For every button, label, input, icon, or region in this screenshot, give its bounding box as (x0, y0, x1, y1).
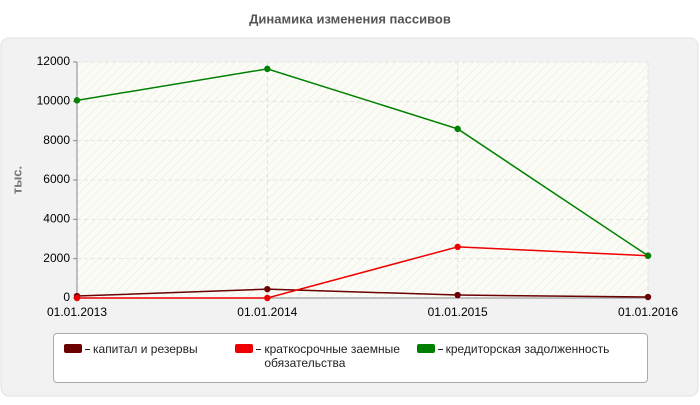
x-tick-label: 01.01.2014 (237, 305, 297, 319)
series-line (76, 288, 649, 298)
series-line (76, 68, 649, 257)
y-tick-label: 6000 (43, 172, 70, 186)
plot-area (77, 62, 648, 298)
point (264, 65, 271, 73)
point (454, 243, 461, 251)
chart-title: Динамика изменения пассивов (249, 11, 451, 26)
point (454, 291, 461, 299)
y-tick-label: 12000 (37, 54, 71, 68)
y-axis-label: тыс. (9, 166, 24, 194)
point (73, 97, 81, 104)
legend: капитал и резервы краткосрочные заемные о… (53, 333, 648, 383)
point (454, 125, 461, 133)
legend-label: краткосрочные заемные обязательства (264, 342, 400, 370)
point (644, 252, 652, 259)
y-tick-label: 10000 (37, 94, 71, 108)
legend-swatch (235, 344, 254, 353)
point (264, 285, 271, 293)
legend-item: кредиторская задолженность (416, 342, 633, 382)
y-tick-label: 2000 (43, 251, 70, 265)
series-line (77, 246, 649, 299)
legend-item: капитал и резервы (64, 342, 221, 382)
legend-swatch (416, 344, 435, 353)
legend-dash (85, 349, 90, 350)
x-tick-label: 01.01.2016 (618, 305, 678, 319)
y-tick-label: 4000 (43, 212, 70, 226)
x-tick-label: 01.01.2013 (47, 305, 107, 319)
legend-label: кредиторская задолженность (445, 342, 610, 356)
x-tick-label: 01.01.2015 (428, 305, 488, 319)
legend-dash (437, 349, 443, 350)
legend-item: краткосрочные заемные обязательства (235, 342, 402, 382)
legend-label: капитал и резервы (93, 342, 198, 356)
point (644, 293, 652, 301)
y-tick-label: 0 (63, 290, 70, 304)
y-tick-label: 8000 (43, 133, 70, 147)
legend-dash (256, 349, 262, 350)
point (264, 294, 271, 302)
point (73, 294, 81, 302)
legend-swatch (64, 344, 82, 353)
